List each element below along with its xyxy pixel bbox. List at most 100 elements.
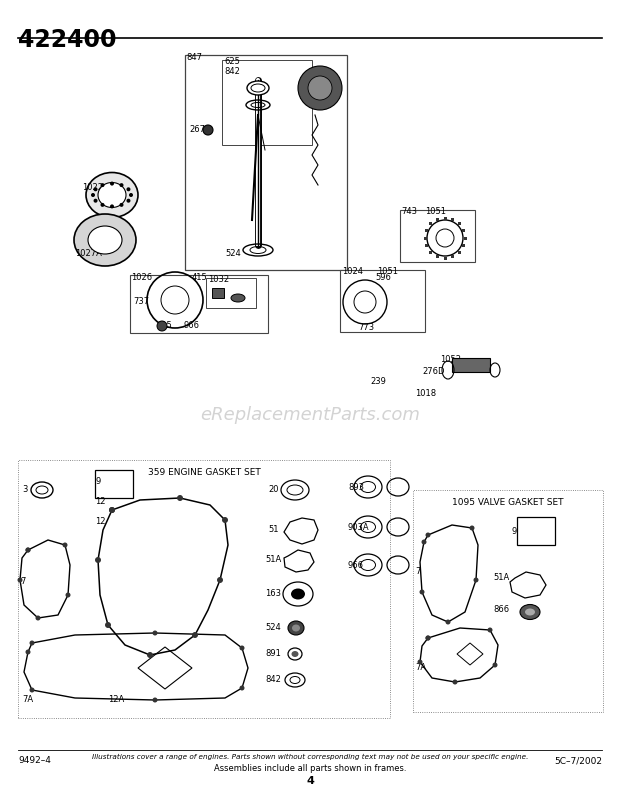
- Bar: [206, 278, 256, 308]
- Text: 267: 267: [189, 125, 205, 135]
- Text: 51A: 51A: [494, 573, 510, 582]
- Circle shape: [120, 203, 123, 207]
- Bar: [517, 517, 555, 545]
- Text: 163: 163: [265, 589, 281, 598]
- Circle shape: [222, 517, 228, 523]
- Bar: [451, 255, 454, 258]
- Ellipse shape: [291, 589, 305, 600]
- Circle shape: [17, 577, 22, 582]
- Circle shape: [453, 679, 458, 684]
- Circle shape: [25, 548, 30, 553]
- Text: 842: 842: [265, 675, 281, 684]
- Circle shape: [110, 181, 114, 185]
- Text: 7A: 7A: [415, 663, 426, 673]
- Bar: [462, 229, 465, 232]
- Bar: [430, 222, 432, 225]
- Circle shape: [126, 199, 130, 203]
- Circle shape: [109, 507, 115, 513]
- Circle shape: [417, 659, 422, 665]
- Circle shape: [177, 495, 183, 501]
- Circle shape: [157, 321, 167, 331]
- Text: Assemblies include all parts shown in frames.: Assemblies include all parts shown in fr…: [214, 764, 406, 773]
- Ellipse shape: [231, 294, 245, 302]
- Text: 1022: 1022: [82, 184, 103, 192]
- Circle shape: [63, 542, 68, 548]
- Text: 1024: 1024: [342, 268, 363, 277]
- Ellipse shape: [247, 81, 269, 95]
- Ellipse shape: [288, 621, 304, 635]
- Text: 4: 4: [306, 776, 314, 786]
- Text: 3: 3: [22, 485, 27, 495]
- Ellipse shape: [291, 651, 298, 657]
- Ellipse shape: [86, 172, 138, 217]
- Circle shape: [30, 687, 35, 692]
- Circle shape: [25, 548, 30, 553]
- Text: 1051: 1051: [425, 208, 446, 217]
- Ellipse shape: [525, 609, 535, 615]
- Text: 523: 523: [318, 74, 334, 83]
- Bar: [430, 251, 432, 253]
- Text: 20: 20: [268, 485, 278, 495]
- Text: 51A: 51A: [265, 556, 281, 565]
- Text: 966: 966: [348, 561, 364, 569]
- Text: 866: 866: [494, 606, 510, 614]
- Text: 737: 737: [133, 298, 149, 306]
- Text: 7: 7: [415, 568, 420, 577]
- Circle shape: [203, 125, 213, 135]
- Bar: [451, 218, 454, 221]
- Circle shape: [474, 577, 479, 582]
- Circle shape: [239, 686, 244, 691]
- Circle shape: [422, 540, 427, 545]
- Bar: [400, 210, 475, 262]
- Circle shape: [25, 650, 30, 654]
- Bar: [18, 460, 390, 718]
- Circle shape: [192, 632, 198, 638]
- Bar: [425, 229, 428, 232]
- Circle shape: [120, 183, 123, 187]
- Circle shape: [91, 193, 95, 197]
- Text: 12A: 12A: [108, 695, 124, 704]
- Bar: [436, 218, 439, 221]
- Text: 1032: 1032: [208, 276, 229, 285]
- Text: 1095 VALVE GASKET SET: 1095 VALVE GASKET SET: [452, 498, 564, 507]
- Text: 1027A: 1027A: [75, 249, 102, 258]
- Circle shape: [298, 66, 342, 110]
- Text: 51: 51: [268, 525, 278, 534]
- Circle shape: [487, 627, 492, 633]
- Text: 893: 893: [348, 483, 364, 492]
- Text: 12: 12: [95, 497, 105, 507]
- Bar: [340, 270, 425, 332]
- Circle shape: [100, 183, 105, 187]
- Text: 9492–4: 9492–4: [18, 756, 51, 765]
- Bar: [95, 470, 133, 498]
- Circle shape: [129, 193, 133, 197]
- Ellipse shape: [74, 214, 136, 266]
- Circle shape: [153, 630, 157, 635]
- Circle shape: [239, 646, 244, 650]
- Text: 743: 743: [401, 208, 417, 217]
- Text: eReplacementParts.com: eReplacementParts.com: [200, 406, 420, 424]
- Bar: [443, 257, 446, 260]
- Text: 239: 239: [370, 378, 386, 387]
- Circle shape: [446, 619, 451, 625]
- Circle shape: [425, 635, 430, 641]
- Text: 966: 966: [183, 322, 199, 330]
- Circle shape: [100, 203, 105, 207]
- Text: 422400: 422400: [18, 28, 117, 52]
- Text: 1052: 1052: [440, 355, 461, 364]
- Ellipse shape: [292, 625, 300, 631]
- Bar: [413, 490, 603, 712]
- Text: 524: 524: [265, 623, 281, 633]
- Text: 1051: 1051: [377, 268, 398, 277]
- Text: 596: 596: [375, 273, 391, 282]
- Circle shape: [217, 577, 223, 583]
- Text: Illustrations cover a range of engines. Parts shown without corresponding text m: Illustrations cover a range of engines. …: [92, 754, 528, 760]
- Bar: [436, 255, 439, 258]
- Bar: [130, 275, 268, 333]
- Text: 903A: 903A: [348, 522, 370, 532]
- Text: 1026: 1026: [131, 273, 152, 282]
- Circle shape: [105, 622, 111, 628]
- Circle shape: [420, 589, 425, 594]
- Circle shape: [30, 641, 35, 646]
- Circle shape: [95, 557, 101, 563]
